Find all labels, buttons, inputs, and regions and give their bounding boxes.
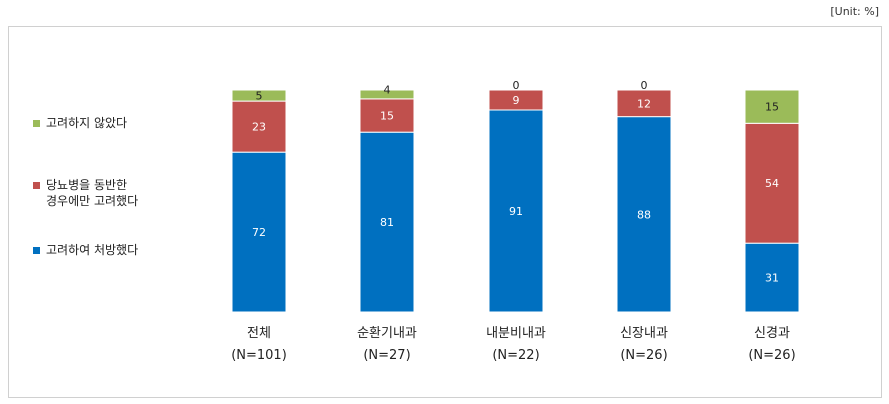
data-label: 54 [765,177,779,190]
bar-segment [231,100,287,153]
data-label: 31 [765,272,779,285]
data-label: 5 [256,90,263,103]
legend-item-diabetes-only: 당뇨병을 동반한 경우에만 고려했다 [33,177,138,209]
bar-segment [359,98,415,133]
chart-frame: 고려하지 않았다 당뇨병을 동반한 경우에만 고려했다 고려하여 처방했다 72… [8,26,882,398]
category-label: 신장내과 [620,326,668,341]
legend-item-not-considered: 고려하지 않았다 [33,115,127,131]
data-label: 0 [641,79,648,92]
category-label: 순환기내과 [357,326,417,341]
category-n-label: (N=22) [492,348,539,363]
unit-label: [Unit: %] [830,5,879,18]
stacked-bar-chart: 72 23 5 전체 (N=101) 81 15 4 순환기내과 (N=27) 91 9 0 내분비내과 (… [231,79,800,363]
data-label: 15 [380,110,394,123]
data-label: 81 [380,216,394,229]
category-label: 내분비내과 [486,326,546,341]
category-label: 신경과 [754,326,790,341]
data-label: 88 [637,208,651,221]
bar-segment [231,89,287,102]
legend-swatch-red [33,182,40,189]
bar-segment [616,116,672,313]
bar-segment [359,131,415,313]
legend-label: 당뇨병을 동반한 경우에만 고려했다 [46,178,139,208]
data-label: 23 [252,121,266,134]
category-n-label: (N=26) [748,348,795,363]
data-label: 12 [637,97,651,110]
bar-segment [231,151,287,313]
bar-segment [616,89,672,118]
legend-swatch-green [33,120,40,127]
legend-label: 고려하여 처방했다 [46,243,139,257]
data-label: 9 [513,94,520,107]
bar-segment [359,89,415,100]
legend-swatch-blue [33,247,40,254]
data-label: 15 [765,101,779,114]
bar-segment [744,89,800,124]
data-label: 91 [509,205,523,218]
category-n-label: (N=26) [620,348,667,363]
data-label: 0 [513,79,520,92]
bar-segment [744,122,800,244]
category-n-label: (N=27) [363,348,410,363]
data-label: 72 [252,226,266,239]
category-label: 전체 [247,326,271,341]
bar-segment [488,89,544,111]
data-label: 4 [384,83,391,96]
category-n-label: (N=101) [231,348,287,363]
legend-item-prescribed: 고려하여 처방했다 [33,242,138,258]
legend-label: 고려하지 않았다 [46,116,128,130]
bar-segment [744,242,800,313]
